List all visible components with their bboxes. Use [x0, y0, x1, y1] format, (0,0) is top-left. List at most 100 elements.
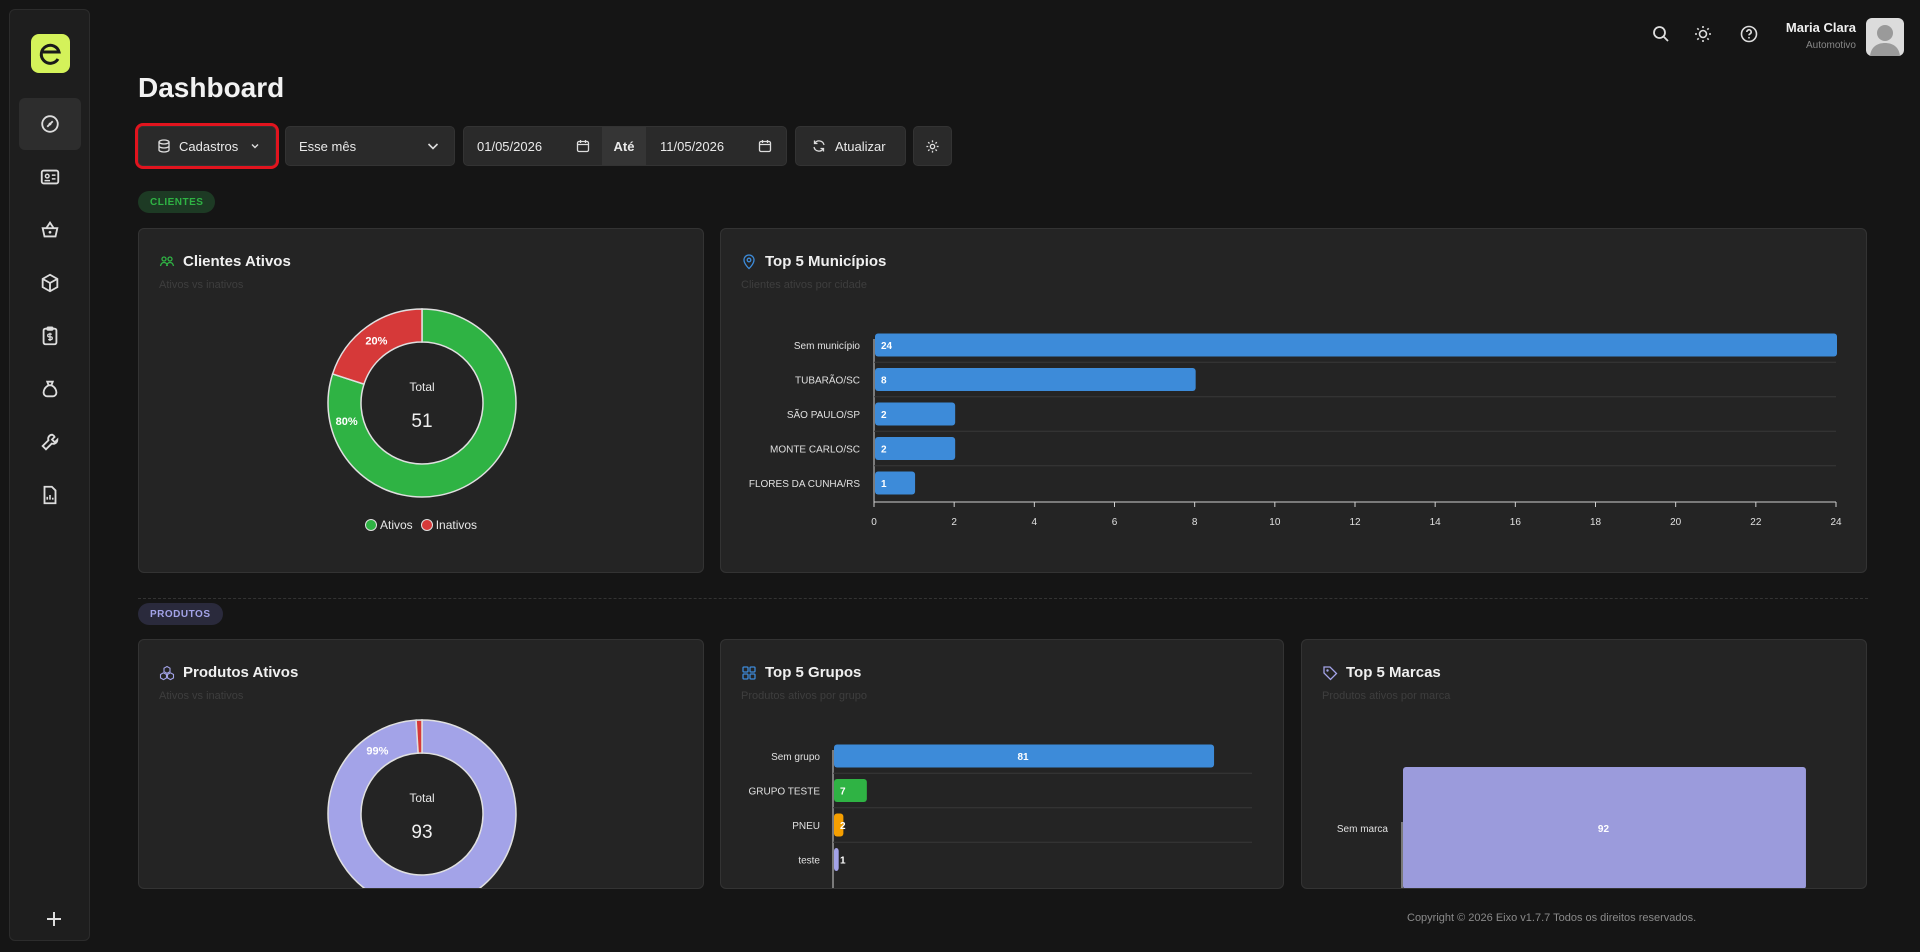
- donut-slice-ativos[interactable]: [327, 719, 517, 889]
- bar-value-label: 2: [881, 410, 887, 421]
- donut-chart-clientes: 80% 20% Total 51: [327, 308, 517, 498]
- category-label: MONTE CARLO/SC: [770, 445, 860, 456]
- refresh-button[interactable]: Atualizar: [795, 126, 906, 166]
- app-logo[interactable]: [31, 34, 70, 73]
- category-label: SÃO PAULO/SP: [787, 408, 861, 421]
- module-select[interactable]: Cadastros: [135, 123, 279, 169]
- bar-value-label: 92: [1598, 824, 1610, 835]
- donut-slice-label: 20%: [365, 335, 387, 347]
- bar[interactable]: [875, 471, 916, 495]
- bar-chart-marcas: Sem marca 92: [1337, 767, 1806, 889]
- card-title: Clientes Ativos: [183, 253, 291, 270]
- chevron-down-icon: [427, 143, 439, 150]
- help-icon: [1740, 25, 1758, 43]
- user-name[interactable]: Maria Clara: [1785, 20, 1856, 35]
- sidebar-item-dashboard[interactable]: [19, 98, 81, 150]
- bar[interactable]: [875, 437, 956, 460]
- sidebar-item-produtos[interactable]: [19, 257, 81, 309]
- users-icon: [159, 256, 175, 267]
- sidebar: [9, 9, 90, 941]
- period-select[interactable]: Esse mês: [285, 126, 455, 166]
- bar[interactable]: [875, 333, 1837, 357]
- bar-value-label: 1: [881, 479, 887, 490]
- x-tick-label: 22: [1750, 517, 1762, 528]
- database-icon: [158, 139, 170, 153]
- x-tick-label: 24: [1830, 517, 1842, 528]
- bar[interactable]: [834, 779, 867, 802]
- bar[interactable]: [834, 813, 844, 837]
- category-label: Sem grupo: [771, 752, 820, 763]
- card-title: Top 5 Grupos: [765, 664, 862, 681]
- map-pin-icon: [743, 254, 755, 270]
- card-top-municipios: Top 5 Municípios Clientes ativos por cid…: [720, 228, 1867, 573]
- help-button[interactable]: [1739, 24, 1759, 44]
- sun-icon: [1695, 26, 1711, 42]
- wrench-icon: [41, 433, 59, 451]
- logo-e-icon: [39, 43, 61, 65]
- sidebar-item-financeiro[interactable]: [19, 310, 81, 362]
- bar-value-label: 2: [840, 821, 846, 832]
- bar-value-label: 8: [881, 376, 887, 387]
- bar[interactable]: [1403, 767, 1806, 889]
- date-to-value: 11/05/2026: [660, 138, 725, 154]
- sidebar-item-clientes[interactable]: [19, 151, 81, 203]
- bar[interactable]: [875, 368, 1196, 391]
- bar-value-label: 1: [840, 856, 846, 867]
- legend-swatch-ativos[interactable]: [365, 519, 377, 531]
- calendar-icon[interactable]: [576, 139, 590, 153]
- donut-slice-label: 80%: [336, 416, 358, 428]
- category-label: Sem município: [794, 341, 861, 352]
- section-divider: [138, 598, 1868, 599]
- sidebar-item-caixa[interactable]: [19, 363, 81, 415]
- bar-value-label: 24: [881, 341, 893, 352]
- sidebar-item-relatorios[interactable]: [19, 469, 81, 521]
- x-tick-label: 14: [1430, 517, 1442, 528]
- donut-slice-ativos[interactable]: [327, 308, 517, 498]
- gear-icon: [926, 139, 939, 153]
- bar-chart-grupos: Sem grupo 81 GRUPO TESTE 7 PNEU 2 teste 1: [749, 744, 1252, 888]
- category-label: TUBARÃO/SC: [795, 374, 860, 387]
- plus-icon: [47, 912, 61, 926]
- money-bag-icon: [42, 380, 58, 398]
- date-from-input[interactable]: 01/05/2026: [464, 127, 602, 165]
- sidebar-item-vendas[interactable]: [19, 204, 81, 256]
- card-subtitle: Ativos vs inativos: [159, 690, 244, 702]
- clipboard-dollar-icon: [42, 326, 58, 346]
- legend-label-inativos[interactable]: Inativos: [435, 518, 478, 532]
- basket-icon: [41, 221, 59, 238]
- refresh-label: Atualizar: [835, 138, 886, 154]
- section-badge-produtos: PRODUTOS: [138, 603, 223, 625]
- box-icon: [41, 273, 59, 293]
- bar[interactable]: [834, 848, 839, 871]
- donut-slice-inativos[interactable]: [415, 719, 423, 754]
- date-from-value: 01/05/2026: [477, 138, 543, 154]
- add-button[interactable]: [45, 904, 63, 935]
- search-icon: [1653, 26, 1669, 42]
- card-subtitle: Produtos ativos por grupo: [741, 690, 867, 702]
- sidebar-item-servicos[interactable]: [19, 416, 81, 468]
- bar[interactable]: [875, 402, 956, 426]
- x-tick-label: 6: [1112, 517, 1118, 528]
- donut-slice-label: 99%: [366, 746, 388, 758]
- legend-label-ativos[interactable]: Ativos: [380, 518, 413, 532]
- refresh-icon: [813, 140, 825, 152]
- category-label: PNEU: [792, 821, 820, 832]
- theme-toggle[interactable]: [1693, 24, 1713, 44]
- bar[interactable]: [834, 744, 1215, 768]
- date-to-input[interactable]: 11/05/2026: [646, 127, 786, 165]
- search-button[interactable]: [1651, 24, 1671, 44]
- calendar-icon[interactable]: [758, 139, 772, 153]
- donut-slice-inativos[interactable]: [331, 308, 423, 386]
- section-badge-clientes: CLIENTES: [138, 191, 216, 213]
- card-title: Top 5 Marcas: [1346, 664, 1441, 681]
- avatar[interactable]: [1866, 18, 1904, 56]
- settings-button[interactable]: [913, 126, 952, 166]
- x-tick-label: 8: [1192, 517, 1198, 528]
- footer-copyright: Copyright © 2026 Eixo v1.7.7 Todos os di…: [1407, 912, 1697, 924]
- tag-icon: [1323, 666, 1338, 681]
- cubes-icon: [159, 665, 175, 681]
- donut-total-value: 93: [411, 822, 432, 843]
- legend-swatch-inativos[interactable]: [420, 519, 433, 531]
- card-subtitle: Clientes ativos por cidade: [741, 279, 867, 291]
- contact-card-icon: [40, 169, 60, 185]
